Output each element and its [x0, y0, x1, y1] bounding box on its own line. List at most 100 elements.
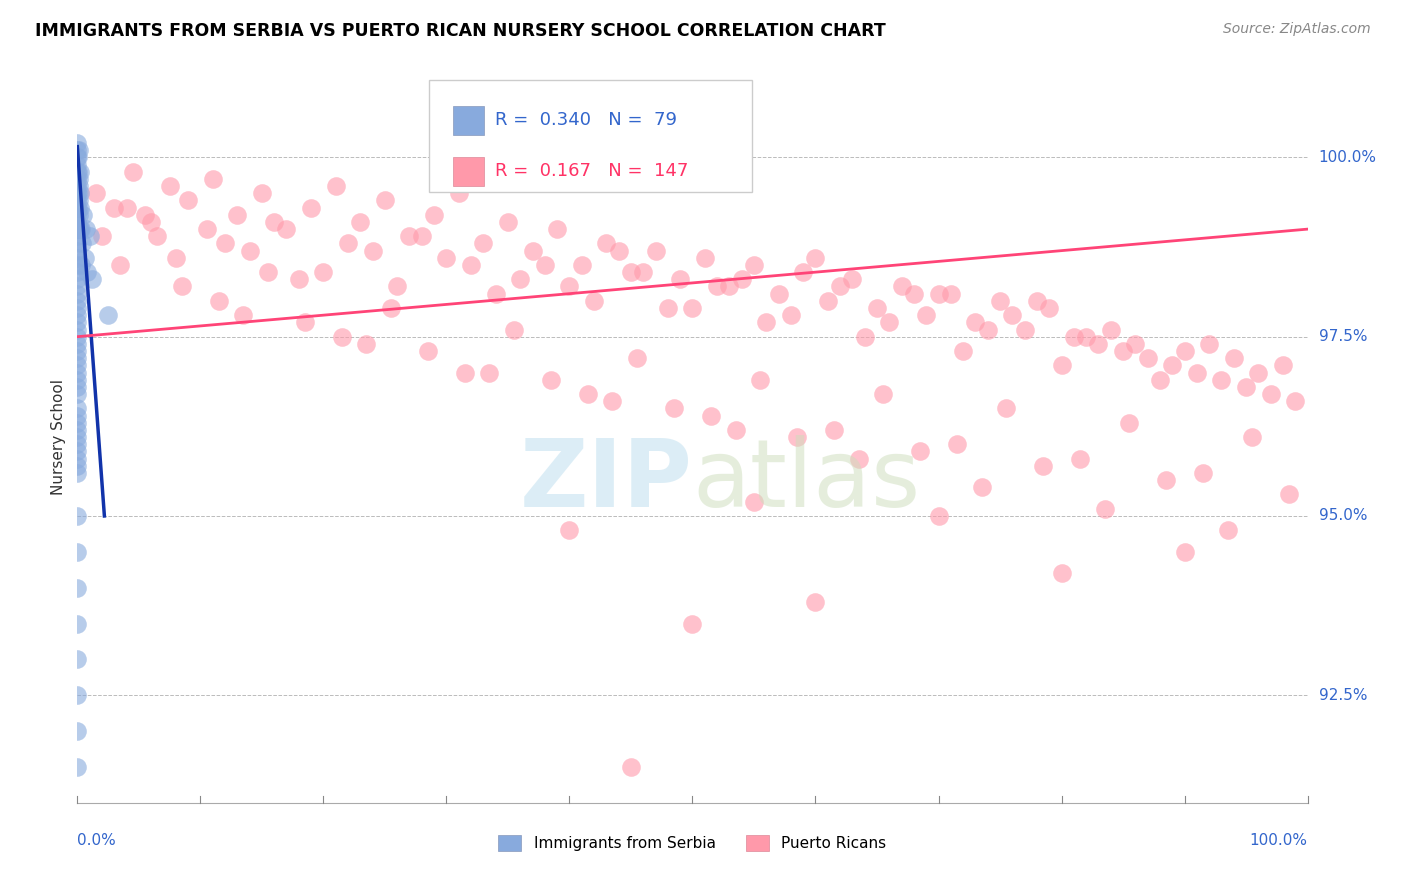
Point — [66, 258, 89, 272]
Point — [1136, 351, 1159, 366]
Point — [496, 215, 519, 229]
Point — [848, 451, 870, 466]
Point — [66, 380, 89, 394]
Point — [294, 315, 316, 329]
Point — [276, 222, 298, 236]
Text: 0.0%: 0.0% — [77, 833, 117, 848]
Point — [995, 401, 1018, 416]
Text: 100.0%: 100.0% — [1319, 150, 1376, 165]
Point — [841, 272, 863, 286]
Point — [1272, 359, 1295, 373]
Point — [72, 208, 94, 222]
Point — [546, 222, 568, 236]
Point — [1161, 359, 1184, 373]
Text: 100.0%: 100.0% — [1250, 833, 1308, 848]
Point — [620, 265, 643, 279]
Point — [693, 251, 716, 265]
Point — [66, 186, 89, 201]
Point — [1247, 366, 1270, 380]
Point — [952, 344, 974, 359]
Point — [1154, 473, 1177, 487]
Point — [1014, 322, 1036, 336]
Point — [66, 279, 89, 293]
Point — [583, 293, 606, 308]
Point — [804, 595, 827, 609]
Point — [66, 430, 89, 444]
Point — [576, 387, 599, 401]
Point — [946, 437, 969, 451]
Point — [134, 208, 156, 222]
Point — [337, 236, 360, 251]
Point — [879, 315, 901, 329]
Point — [66, 387, 89, 401]
Point — [478, 366, 501, 380]
Point — [239, 244, 262, 258]
Point — [66, 172, 89, 186]
Point — [66, 272, 89, 286]
Point — [792, 265, 814, 279]
Point — [177, 194, 200, 208]
Point — [226, 208, 249, 222]
Point — [250, 186, 273, 201]
Point — [682, 616, 704, 631]
Point — [503, 322, 526, 336]
Point — [232, 308, 254, 322]
Point — [67, 222, 90, 236]
Point — [602, 394, 624, 409]
Point — [330, 329, 353, 343]
Point — [908, 444, 931, 458]
Point — [110, 258, 132, 272]
Point — [780, 308, 803, 322]
Point — [79, 229, 101, 244]
Point — [1050, 359, 1073, 373]
Point — [66, 136, 89, 150]
Point — [66, 373, 89, 387]
Point — [214, 236, 236, 251]
Point — [706, 279, 728, 293]
Point — [66, 215, 89, 229]
Point — [66, 201, 89, 215]
Point — [380, 301, 402, 315]
Point — [682, 301, 704, 315]
Y-axis label: Nursery School: Nursery School — [51, 379, 66, 495]
Point — [66, 444, 89, 458]
Point — [977, 322, 1000, 336]
Point — [66, 322, 89, 336]
Point — [312, 265, 335, 279]
Point — [970, 480, 993, 494]
Point — [928, 286, 950, 301]
Point — [965, 315, 987, 329]
Point — [436, 251, 458, 265]
Point — [66, 208, 89, 222]
Point — [66, 458, 89, 473]
Point — [66, 545, 89, 559]
Point — [830, 279, 852, 293]
Point — [866, 301, 889, 315]
Point — [669, 272, 692, 286]
Point — [66, 652, 89, 666]
Point — [66, 143, 89, 157]
Point — [66, 244, 89, 258]
Point — [1038, 301, 1060, 315]
Point — [66, 229, 89, 244]
Point — [66, 401, 89, 416]
Point — [1174, 545, 1197, 559]
Point — [755, 315, 778, 329]
Point — [84, 186, 107, 201]
Point — [66, 158, 89, 172]
Point — [66, 451, 89, 466]
Point — [1241, 430, 1264, 444]
Point — [69, 165, 91, 179]
Point — [724, 423, 747, 437]
Point — [447, 186, 470, 201]
Point — [1192, 466, 1215, 480]
Point — [454, 366, 477, 380]
Point — [66, 409, 89, 423]
Point — [66, 236, 89, 251]
Text: ZIP: ZIP — [520, 435, 693, 527]
Point — [595, 236, 617, 251]
Point — [522, 244, 544, 258]
Point — [66, 466, 89, 480]
Point — [374, 194, 396, 208]
Point — [620, 760, 643, 774]
